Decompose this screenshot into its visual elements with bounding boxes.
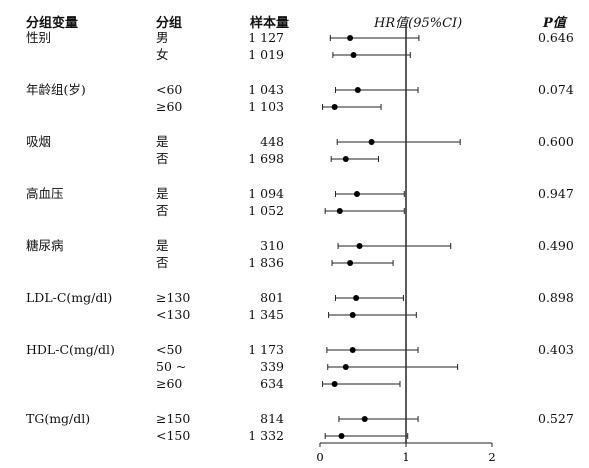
header-sample-size: 样本量: [250, 16, 290, 31]
p-value: 0.403: [538, 342, 574, 357]
group-label: 是: [156, 186, 169, 201]
group-label: <60: [156, 82, 183, 97]
sample-size: 1 103: [248, 99, 284, 114]
p-value: 0.646: [538, 30, 574, 45]
hr-point: [349, 312, 356, 318]
header-p-value: P值: [543, 16, 566, 31]
variable-name: 糖尿病: [26, 238, 64, 253]
hr-point: [347, 35, 354, 41]
group-label: ≥150: [156, 411, 191, 426]
hr-point: [342, 364, 349, 370]
group-label: ≥60: [156, 99, 183, 114]
sample-size: 1 332: [248, 428, 284, 443]
hr-point: [342, 156, 349, 162]
group-label: <130: [156, 307, 191, 322]
sample-size: 1 019: [248, 47, 284, 62]
p-value: 0.490: [538, 238, 574, 253]
hr-point: [336, 208, 343, 214]
sample-size: 310: [260, 238, 284, 253]
hr-point: [354, 87, 361, 93]
x-tick-label: 1: [402, 450, 409, 464]
sample-size: 801: [260, 290, 284, 305]
group-label: 50 ~: [156, 359, 187, 374]
sample-size: 1 698: [248, 151, 284, 166]
sample-size: 634: [260, 376, 284, 391]
variable-name: LDL-C(mg/dl): [26, 290, 113, 305]
hr-point: [347, 260, 354, 266]
sample-size: 1 173: [248, 342, 284, 357]
p-value: 0.527: [538, 411, 574, 426]
sample-size: 814: [260, 411, 284, 426]
variable-name: HDL-C(mg/dl): [26, 342, 115, 357]
header-group-variable: 分组变量: [26, 16, 79, 31]
hr-point: [331, 381, 338, 387]
group-label: 否: [156, 203, 169, 218]
variable-name: 吸烟: [26, 134, 52, 149]
group-label: 否: [156, 151, 169, 166]
group-label: 男: [156, 30, 169, 45]
sample-size: 1 345: [248, 307, 284, 322]
sample-size: 339: [260, 359, 284, 374]
group-label: <150: [156, 428, 191, 443]
variable-name: TG(mg/dl): [26, 411, 91, 426]
sample-size: 1 052: [248, 203, 284, 218]
group-label: 女: [156, 47, 169, 62]
group-label: 否: [156, 255, 169, 270]
p-value: 0.600: [538, 134, 574, 149]
x-tick-label: 2: [488, 450, 495, 464]
p-value: 0.074: [538, 82, 574, 97]
hr-point: [356, 243, 363, 249]
variable-name: 高血压: [26, 186, 64, 201]
group-label: 是: [156, 134, 169, 149]
hr-point: [361, 416, 368, 422]
hr-point: [350, 52, 357, 58]
variable-name: 性别: [26, 30, 52, 45]
sample-size: 1 094: [248, 186, 284, 201]
sample-size: 1 043: [248, 82, 284, 97]
hr-point: [349, 347, 356, 353]
group-label: ≥60: [156, 376, 183, 391]
group-label: 是: [156, 238, 169, 253]
hr-point: [353, 191, 360, 197]
sample-size: 448: [260, 134, 284, 149]
sample-size: 1 127: [248, 30, 284, 45]
group-label: <50: [156, 342, 183, 357]
hr-point: [338, 433, 345, 439]
header-hr: HR值(95%CI): [374, 16, 463, 31]
sample-size: 1 836: [248, 255, 284, 270]
hr-point: [368, 139, 375, 145]
variable-name: 年龄组(岁): [26, 82, 86, 97]
p-value: 0.947: [538, 186, 574, 201]
hr-point: [353, 295, 360, 301]
x-tick-label: 0: [316, 450, 323, 464]
group-label: ≥130: [156, 290, 191, 305]
hr-point: [331, 104, 338, 110]
p-value: 0.898: [538, 290, 574, 305]
header-group: 分组: [156, 16, 183, 31]
